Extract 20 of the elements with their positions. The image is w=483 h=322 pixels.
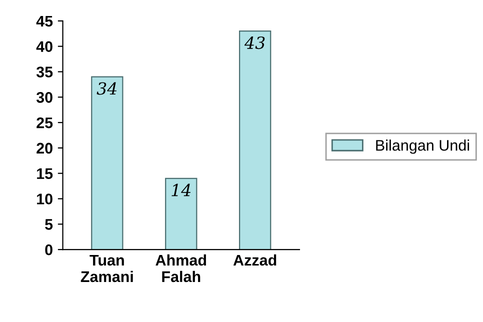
data-label: 14 bbox=[172, 184, 190, 196]
y-tick-label: 30 bbox=[36, 92, 52, 103]
x-tick-label: Ahmad Falah bbox=[156, 254, 206, 282]
bar bbox=[239, 30, 272, 250]
x-tick-label: Tuan Zamani bbox=[80, 254, 133, 282]
y-tick-label: 15 bbox=[37, 168, 53, 180]
x-tick-label: Azzad bbox=[233, 254, 276, 266]
y-tick-label: 40 bbox=[36, 41, 52, 52]
y-tick-label: 25 bbox=[36, 117, 53, 128]
y-tick-label: 20 bbox=[36, 142, 52, 154]
y-tick-label: 0 bbox=[45, 244, 52, 256]
bar bbox=[91, 76, 124, 250]
y-tick-label: 45 bbox=[36, 16, 53, 27]
y-tick-label: 5 bbox=[45, 219, 53, 230]
legend-label: Bilangan Undi bbox=[376, 140, 470, 154]
y-tick-label: 35 bbox=[36, 66, 53, 78]
bar bbox=[165, 178, 198, 250]
data-label: 34 bbox=[96, 82, 117, 95]
data-label: 43 bbox=[244, 36, 265, 50]
y-tick-label: 10 bbox=[37, 194, 52, 204]
